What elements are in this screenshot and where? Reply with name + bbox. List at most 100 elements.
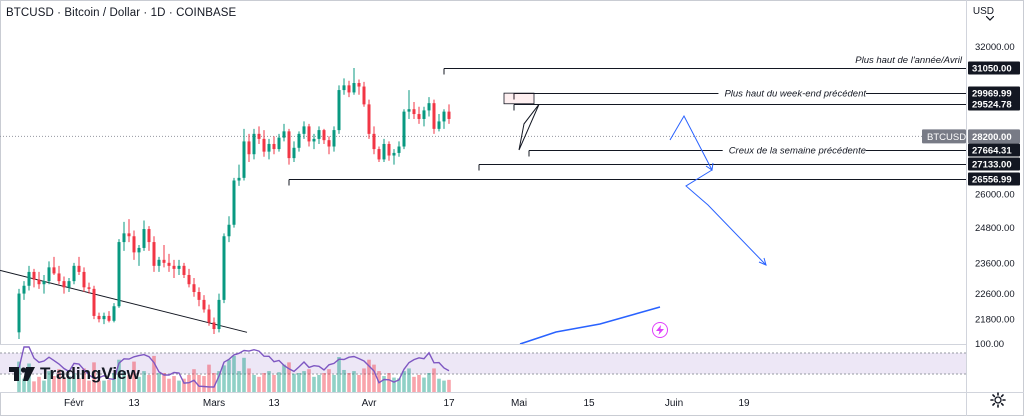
candle-body [397,146,401,153]
tradingview-logo-icon [9,367,35,381]
candle-body [442,111,446,122]
volume-bar [232,355,236,392]
gear-icon[interactable] [990,392,1006,408]
lightning-icon[interactable] [652,322,668,338]
volume-bar [442,380,446,392]
candle-body [22,285,26,294]
volume-bar [107,379,111,392]
candle-body [357,83,361,87]
chart-title[interactable]: BTCUSD · Bitcoin / Dollar · 1D · COINBAS… [6,7,237,19]
candle-body [212,322,216,330]
candles [17,68,451,339]
candle-body [332,130,336,147]
volume-bar [252,374,256,392]
volume-bar [322,373,326,392]
candle-body [307,126,311,142]
tradingview-logo-text: TradingView [40,364,140,383]
rsi-tick-label: 100.00 [975,339,1004,350]
candle-body [327,140,331,147]
candle-body [342,85,346,91]
volume-bar [292,373,296,392]
candle-body [347,85,351,93]
volume-bar [217,371,221,392]
price-tick-label: 26000.00 [975,190,1015,201]
volume-bar [267,371,271,392]
candle-body [52,267,56,274]
volume-bar [242,357,246,392]
volume-bar [162,373,166,392]
volume-bar [417,374,421,392]
volume-bar [437,378,441,392]
candle-body [317,130,321,139]
time-tick-label: 13 [128,398,140,409]
candle-body [407,109,411,112]
level-price-box [968,143,1020,157]
trendline [0,269,248,333]
candle-body [282,131,286,138]
level-price-label: 27133.00 [972,160,1012,171]
candle-body [437,121,441,129]
range-box [503,92,535,105]
volume-bar [402,371,406,392]
level-price-box [968,61,1020,75]
volume-bar [142,371,146,392]
candle-body [127,233,131,237]
rsi-line [18,346,450,388]
candle-body [297,133,301,148]
candle-body [252,133,256,155]
volume-bar [17,361,21,392]
candle-body [367,104,371,134]
volume-bar [447,379,451,392]
time-tick-label: 17 [443,398,455,409]
candle-body [227,224,231,237]
volume-bar [312,376,316,392]
candle-body [132,236,136,253]
candle-body [157,259,161,266]
last-price-symbol: BTCUSD [927,132,966,143]
time-tick-label: 15 [583,398,595,409]
candle-body [162,259,166,263]
candle-body [62,281,66,288]
volume-bar [172,376,176,392]
volume-bar [137,376,141,392]
candle-body [47,267,51,282]
projection-path [669,114,767,266]
candle-body [42,281,46,285]
candle-body [267,143,271,152]
chevron-down-icon[interactable] [986,16,994,21]
candle-body [197,292,201,300]
currency-selector[interactable]: USD [972,6,994,17]
candle-body [142,229,146,248]
volume-bar [77,378,81,392]
level-annotation: Plus haut du week-end précédent [724,89,866,100]
rsi-band [0,353,966,374]
level-annotation: Plus haut de l'année/Avril [855,55,963,66]
candle-body [237,177,241,181]
candle-body [192,284,196,293]
volume-bar [277,372,281,392]
volume-bar [127,374,131,392]
candle-body [207,309,211,323]
price-tick-label: 24800.00 [975,223,1015,234]
volume-bar [62,377,66,392]
volume-bar [352,371,356,392]
candle-body [272,143,276,150]
candle-body [152,242,156,266]
volume-bar [247,368,251,392]
volume-bar [227,359,231,392]
level-price-label: 31050.00 [972,64,1012,75]
volume-bar [272,374,276,392]
candle-body [217,299,221,330]
candle-body [17,293,21,333]
time-tick-label: Févr [64,398,85,409]
candle-body [257,133,261,139]
volume-bar [347,373,351,392]
candle-body [242,141,246,178]
tradingview-logo[interactable]: TradingView [9,364,140,384]
volume-bar [167,378,171,392]
volume-bar [372,364,376,392]
candle-body [377,149,381,160]
level-price-label: 26556.99 [972,175,1012,186]
candle-body [277,137,281,150]
